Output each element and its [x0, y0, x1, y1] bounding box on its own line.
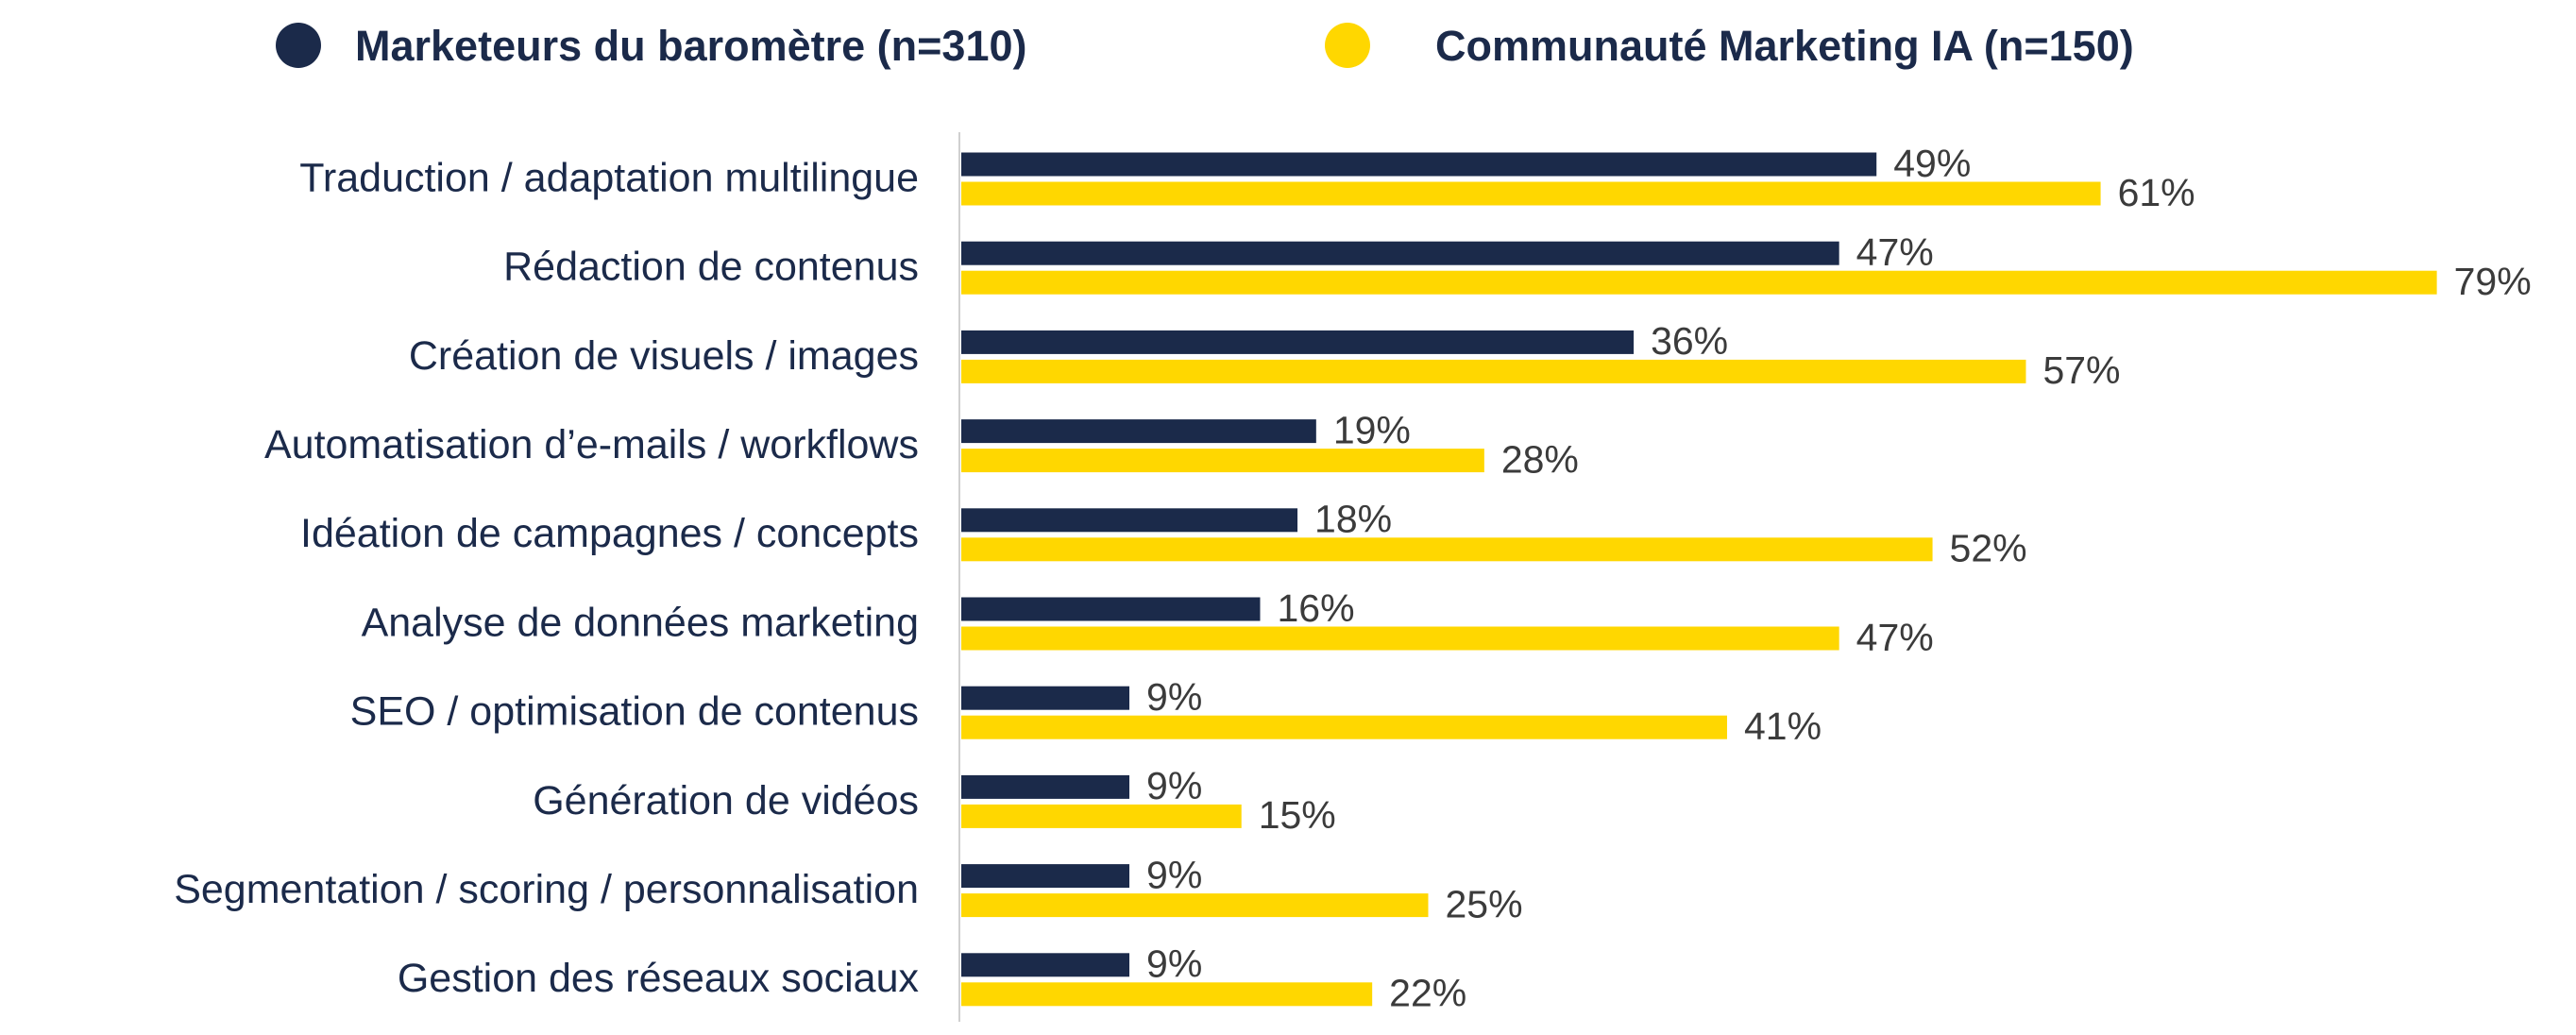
category-row: Idéation de campagnes / concepts 18% 52% — [300, 498, 2027, 570]
data-label-series-2: 22% — [1389, 972, 1466, 1015]
category-label: Segmentation / scoring / personnalisatio… — [174, 867, 919, 912]
bar-series-1 — [961, 686, 1130, 710]
data-label-series-1: 47% — [1856, 230, 1934, 274]
category-row: Génération de vidéos 9% 15% — [533, 764, 1336, 837]
bar-series-2 — [961, 449, 1484, 473]
plot-area: Traduction / adaptation multilingue 49% 61… — [174, 142, 2531, 1015]
bar-series-2 — [961, 537, 1933, 562]
legend-marker-series-2 — [1325, 23, 1370, 68]
data-label-series-1: 9% — [1146, 764, 1202, 807]
bar-series-2 — [961, 181, 2101, 206]
data-label-series-2: 47% — [1856, 616, 1934, 659]
category-label: Génération de vidéos — [533, 778, 919, 823]
category-label: Automatisation d’e-mails / workflows — [264, 422, 919, 467]
bar-series-2 — [961, 626, 1839, 651]
category-label: SEO / optimisation de contenus — [350, 689, 919, 735]
category-row: Création de visuels / images 36% 57% — [409, 319, 2121, 392]
category-label: Traduction / adaptation multilingue — [299, 155, 919, 200]
legend-item-series-1: Marketeurs du baromètre (n=310) — [276, 22, 1027, 70]
bar-series-2 — [961, 804, 1242, 828]
data-label-series-1: 9% — [1146, 675, 1202, 719]
bar-series-2 — [961, 270, 2437, 295]
data-label-series-2: 57% — [2042, 348, 2120, 392]
data-label-series-2: 28% — [1501, 437, 1579, 481]
category-row: Automatisation d’e-mails / workflows 19% 2… — [264, 408, 1579, 481]
bar-series-1 — [961, 774, 1130, 799]
data-label-series-1: 36% — [1651, 319, 1728, 363]
category-row: SEO / optimisation de contenus 9% 41% — [350, 675, 1822, 748]
bar-series-1 — [961, 419, 1316, 444]
bar-series-2 — [961, 359, 2026, 383]
data-label-series-2: 61% — [2118, 171, 2195, 214]
legend-marker-series-1 — [276, 23, 321, 68]
data-label-series-2: 79% — [2454, 260, 2532, 303]
category-label: Analyse de données marketing — [362, 600, 919, 645]
data-label-series-1: 19% — [1333, 408, 1411, 451]
bar-series-1 — [961, 953, 1130, 977]
chart-legend: Marketeurs du baromètre (n=310) Communau… — [276, 22, 2134, 70]
data-label-series-1: 18% — [1314, 498, 1392, 541]
data-label-series-2: 41% — [1744, 704, 1822, 748]
bar-series-1 — [961, 330, 1635, 354]
category-row: Analyse de données marketing 16% 47% — [362, 586, 1934, 659]
category-label: Idéation de campagnes / concepts — [300, 511, 919, 556]
legend-label-series-2: Communauté Marketing IA (n=150) — [1435, 22, 2134, 70]
legend-item-series-2: Communauté Marketing IA (n=150) — [1325, 22, 2134, 70]
category-row: Gestion des réseaux sociaux 9% 22% — [398, 942, 1466, 1015]
bar-series-1 — [961, 241, 1839, 265]
category-row: Segmentation / scoring / personnalisatio… — [174, 853, 1522, 925]
data-label-series-1: 9% — [1146, 942, 1202, 986]
bar-series-1 — [961, 864, 1130, 889]
data-label-series-2: 15% — [1259, 793, 1336, 837]
category-row: Traduction / adaptation multilingue 49% 61… — [299, 142, 2195, 214]
data-label-series-1: 9% — [1146, 853, 1202, 896]
legend-label-series-1: Marketeurs du baromètre (n=310) — [355, 22, 1027, 70]
category-label: Création de visuels / images — [409, 333, 919, 379]
category-label: Rédaction de contenus — [503, 245, 919, 290]
category-row: Rédaction de contenus 47% 79% — [503, 230, 2532, 303]
category-label: Gestion des réseaux sociaux — [398, 956, 920, 1001]
bar-series-2 — [961, 982, 1373, 1007]
bar-series-1 — [961, 597, 1261, 621]
data-label-series-1: 16% — [1277, 586, 1354, 630]
data-label-series-1: 49% — [1893, 142, 1971, 185]
bar-series-1 — [961, 152, 1877, 177]
bar-series-2 — [961, 893, 1429, 918]
data-label-series-2: 52% — [1950, 527, 2027, 570]
bar-series-1 — [961, 508, 1298, 533]
data-label-series-2: 25% — [1446, 882, 1523, 925]
bar-series-2 — [961, 715, 1727, 739]
